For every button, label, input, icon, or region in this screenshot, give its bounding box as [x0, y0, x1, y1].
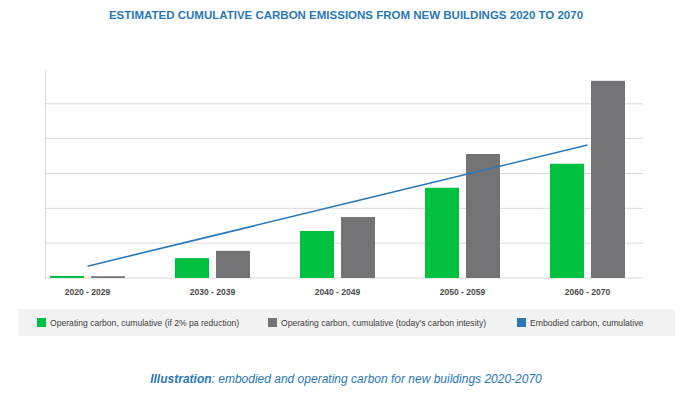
bar: [91, 276, 125, 278]
legend-swatch: [37, 318, 46, 327]
caption-label: Illustration: [150, 372, 211, 386]
bar: [425, 188, 459, 278]
legend: Operating carbon, cumulative (if 2% pa r…: [18, 309, 675, 336]
x-tick: 2060 - 2070: [565, 278, 611, 297]
grid-line: [45, 103, 643, 104]
y-axis: [45, 70, 47, 279]
chart: ESTIMATED CUMULATIVE CARBON EMISSIONS FR…: [0, 0, 692, 397]
legend-swatch: [268, 318, 277, 327]
title: ESTIMATED CUMULATIVE CARBON EMISSIONS FR…: [109, 9, 583, 21]
bar-series: [91, 81, 625, 278]
bar: [50, 276, 84, 278]
legend-label: Operating carbon, cumulative (today's ca…: [281, 318, 486, 328]
y-axis-line: [45, 70, 46, 279]
bar: [216, 251, 250, 278]
x-axis: 2020 - 2029 2030 - 2039 2040 - 2049 2050 - …: [26, 278, 651, 297]
grid-line: [45, 138, 643, 139]
x-tick-label: 2060 - 2070: [565, 287, 611, 297]
x-tick-label: 2050 - 2059: [440, 287, 486, 297]
x-tick-label: 2040 - 2049: [315, 287, 361, 297]
plot-area: [50, 81, 625, 278]
bar: [300, 231, 334, 278]
legend-label: Embodied carbon, cumulative: [530, 318, 643, 328]
legend-swatch: [517, 318, 526, 327]
line: [88, 145, 588, 266]
bar: [175, 258, 209, 278]
x-tick-label: 2020 - 2029: [65, 287, 111, 297]
x-tick: 2050 - 2059: [440, 278, 486, 297]
x-tick: 2040 - 2049: [315, 278, 361, 297]
x-tick: 2020 - 2029: [65, 278, 111, 297]
x-axis-line: [26, 278, 651, 279]
bar: [550, 164, 584, 278]
bar-series: [50, 164, 584, 278]
legend-label: Operating carbon, cumulative (if 2% pa r…: [50, 318, 239, 328]
bar: [591, 81, 625, 278]
x-tick: 2030 - 2039: [190, 278, 236, 297]
x-tick-label: 2030 - 2039: [190, 287, 236, 297]
legend-box: [18, 309, 675, 336]
caption-text: : embodied and operating carbon for new …: [212, 372, 543, 386]
grid: [45, 104, 643, 278]
caption: Illustration: embodied and operating car…: [150, 372, 542, 386]
bar: [341, 217, 375, 278]
